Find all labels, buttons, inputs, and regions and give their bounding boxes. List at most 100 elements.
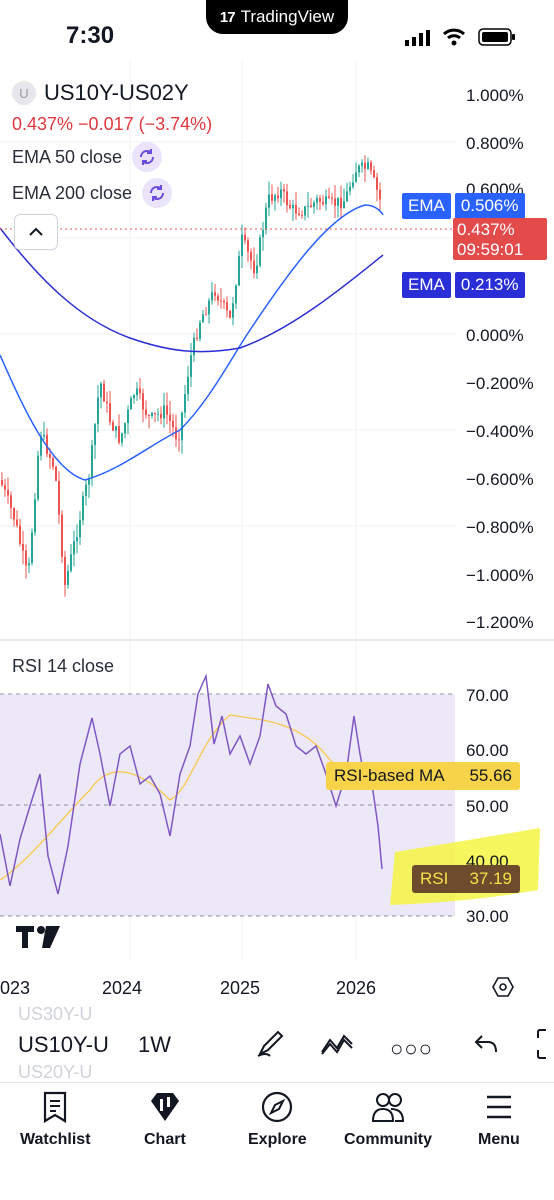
chart-canvas[interactable] xyxy=(0,0,554,1010)
candle-body xyxy=(352,182,354,187)
candle-body xyxy=(241,234,243,257)
draw-tool-icon[interactable] xyxy=(256,1028,286,1063)
chart-settings-icon[interactable] xyxy=(492,976,514,1003)
candle-body xyxy=(205,314,207,316)
indicator-ema200[interactable]: EMA 200 close xyxy=(12,178,173,208)
candle-body xyxy=(151,412,153,417)
candle-body xyxy=(148,415,150,417)
price-axis-label: −1.000% xyxy=(466,566,534,585)
tab-watchlist[interactable]: Watchlist xyxy=(20,1091,91,1149)
wifi-icon xyxy=(442,27,466,52)
collapse-legend-button[interactable] xyxy=(14,214,58,250)
candle-body xyxy=(127,409,129,424)
candle-body xyxy=(49,454,51,459)
tab-explore[interactable]: Explore xyxy=(248,1091,307,1149)
candle-body xyxy=(112,422,114,431)
rsi-axis-label: 70.00 xyxy=(466,686,509,705)
tradingview-pill-label: TradingView xyxy=(240,7,335,26)
candle-body xyxy=(232,303,234,318)
rsi-tag-name: RSI xyxy=(420,869,449,888)
refresh-icon[interactable] xyxy=(142,178,173,208)
candle-body xyxy=(376,177,378,190)
bottom-tab-bar: Watchlist Chart Explore Community Menu xyxy=(0,1082,554,1200)
chevron-up-icon xyxy=(29,227,43,236)
rsi-ma-line xyxy=(0,714,384,881)
ema50-price-tag: EMA 0.506% xyxy=(402,193,525,219)
candle-body xyxy=(337,197,339,206)
interval-selector[interactable]: 1W xyxy=(138,1032,171,1057)
candle-body xyxy=(259,237,261,266)
candle-body xyxy=(193,337,195,356)
candle-body xyxy=(52,458,54,467)
candle-body xyxy=(331,197,333,199)
status-time: 7:30 xyxy=(66,22,115,49)
candle-body xyxy=(124,423,126,434)
candle-body xyxy=(190,355,192,377)
candle-body xyxy=(361,162,363,166)
candle-body xyxy=(106,401,108,404)
tab-label: Community xyxy=(344,1131,432,1148)
rsi-value-tag: RSI 37.19 xyxy=(412,865,520,893)
candle-body xyxy=(91,445,93,478)
candle-body xyxy=(358,165,360,173)
candle-body xyxy=(229,310,231,318)
candle-body xyxy=(214,292,216,296)
time-axis-label: 2024 xyxy=(102,978,143,998)
indicators-icon[interactable] xyxy=(320,1032,354,1061)
candle-body xyxy=(13,508,15,520)
tab-chart[interactable]: Chart xyxy=(144,1091,186,1149)
candle-body xyxy=(235,285,237,304)
price-axis-label: −0.600% xyxy=(466,470,534,489)
compass-icon xyxy=(262,1091,293,1123)
candle-body xyxy=(37,455,39,500)
candle-body xyxy=(163,405,165,419)
candle-body xyxy=(169,414,171,421)
price-axis-label: −0.800% xyxy=(466,518,534,537)
candle-body xyxy=(322,201,324,205)
battery-icon xyxy=(478,28,516,51)
undo-icon[interactable] xyxy=(474,1032,498,1059)
candle-body xyxy=(40,436,42,456)
more-options-icon[interactable]: ○○○ xyxy=(390,1036,433,1061)
rsi-indicator-label[interactable]: RSI 14 close xyxy=(12,656,115,676)
tab-menu[interactable]: Menu xyxy=(478,1091,520,1149)
candle-body xyxy=(31,532,33,564)
candle-body xyxy=(373,170,375,178)
candle-body xyxy=(346,191,348,202)
candle-body xyxy=(118,426,120,443)
candle-body xyxy=(217,295,219,301)
tradingview-watermark-icon xyxy=(16,926,60,953)
candle-body xyxy=(4,485,6,490)
candle-body xyxy=(226,302,228,311)
candle-body xyxy=(187,376,189,395)
candle-body xyxy=(61,514,63,557)
symbol-selector[interactable]: US10Y-U xyxy=(18,1032,109,1057)
rsi-tag-value: 37.19 xyxy=(469,869,512,888)
fullscreen-icon[interactable] xyxy=(536,1028,554,1065)
candle-body xyxy=(70,554,72,571)
last-price-value: 0.437% xyxy=(457,220,515,239)
candle-body xyxy=(256,265,258,274)
indicator-ema50[interactable]: EMA 50 close xyxy=(12,142,163,172)
tab-label: Explore xyxy=(248,1131,307,1148)
candle-body xyxy=(130,398,132,410)
ema200-line xyxy=(0,227,384,353)
symbol-header[interactable]: U US10Y-US02Y xyxy=(12,80,189,106)
indicator-label: EMA 200 close xyxy=(12,182,133,203)
rsi-ma-tag-name: RSI-based MA xyxy=(334,766,445,785)
candle-body xyxy=(289,205,291,209)
time-axis-label: 2025 xyxy=(220,978,261,998)
price-axis-label: −1.200% xyxy=(466,613,534,632)
candle-body xyxy=(199,322,201,339)
candle-body xyxy=(355,172,357,183)
candle-body xyxy=(82,496,84,521)
tab-community[interactable]: Community xyxy=(344,1091,432,1149)
candle-body xyxy=(172,420,174,428)
tradingview-pill[interactable]: 17 TradingView xyxy=(206,0,348,34)
candle-body xyxy=(154,412,156,414)
rsi-axis-label: 50.00 xyxy=(466,797,509,816)
candle-body xyxy=(76,537,78,542)
candle-body xyxy=(271,194,273,201)
candle-body xyxy=(277,195,279,199)
refresh-icon[interactable] xyxy=(132,142,163,172)
